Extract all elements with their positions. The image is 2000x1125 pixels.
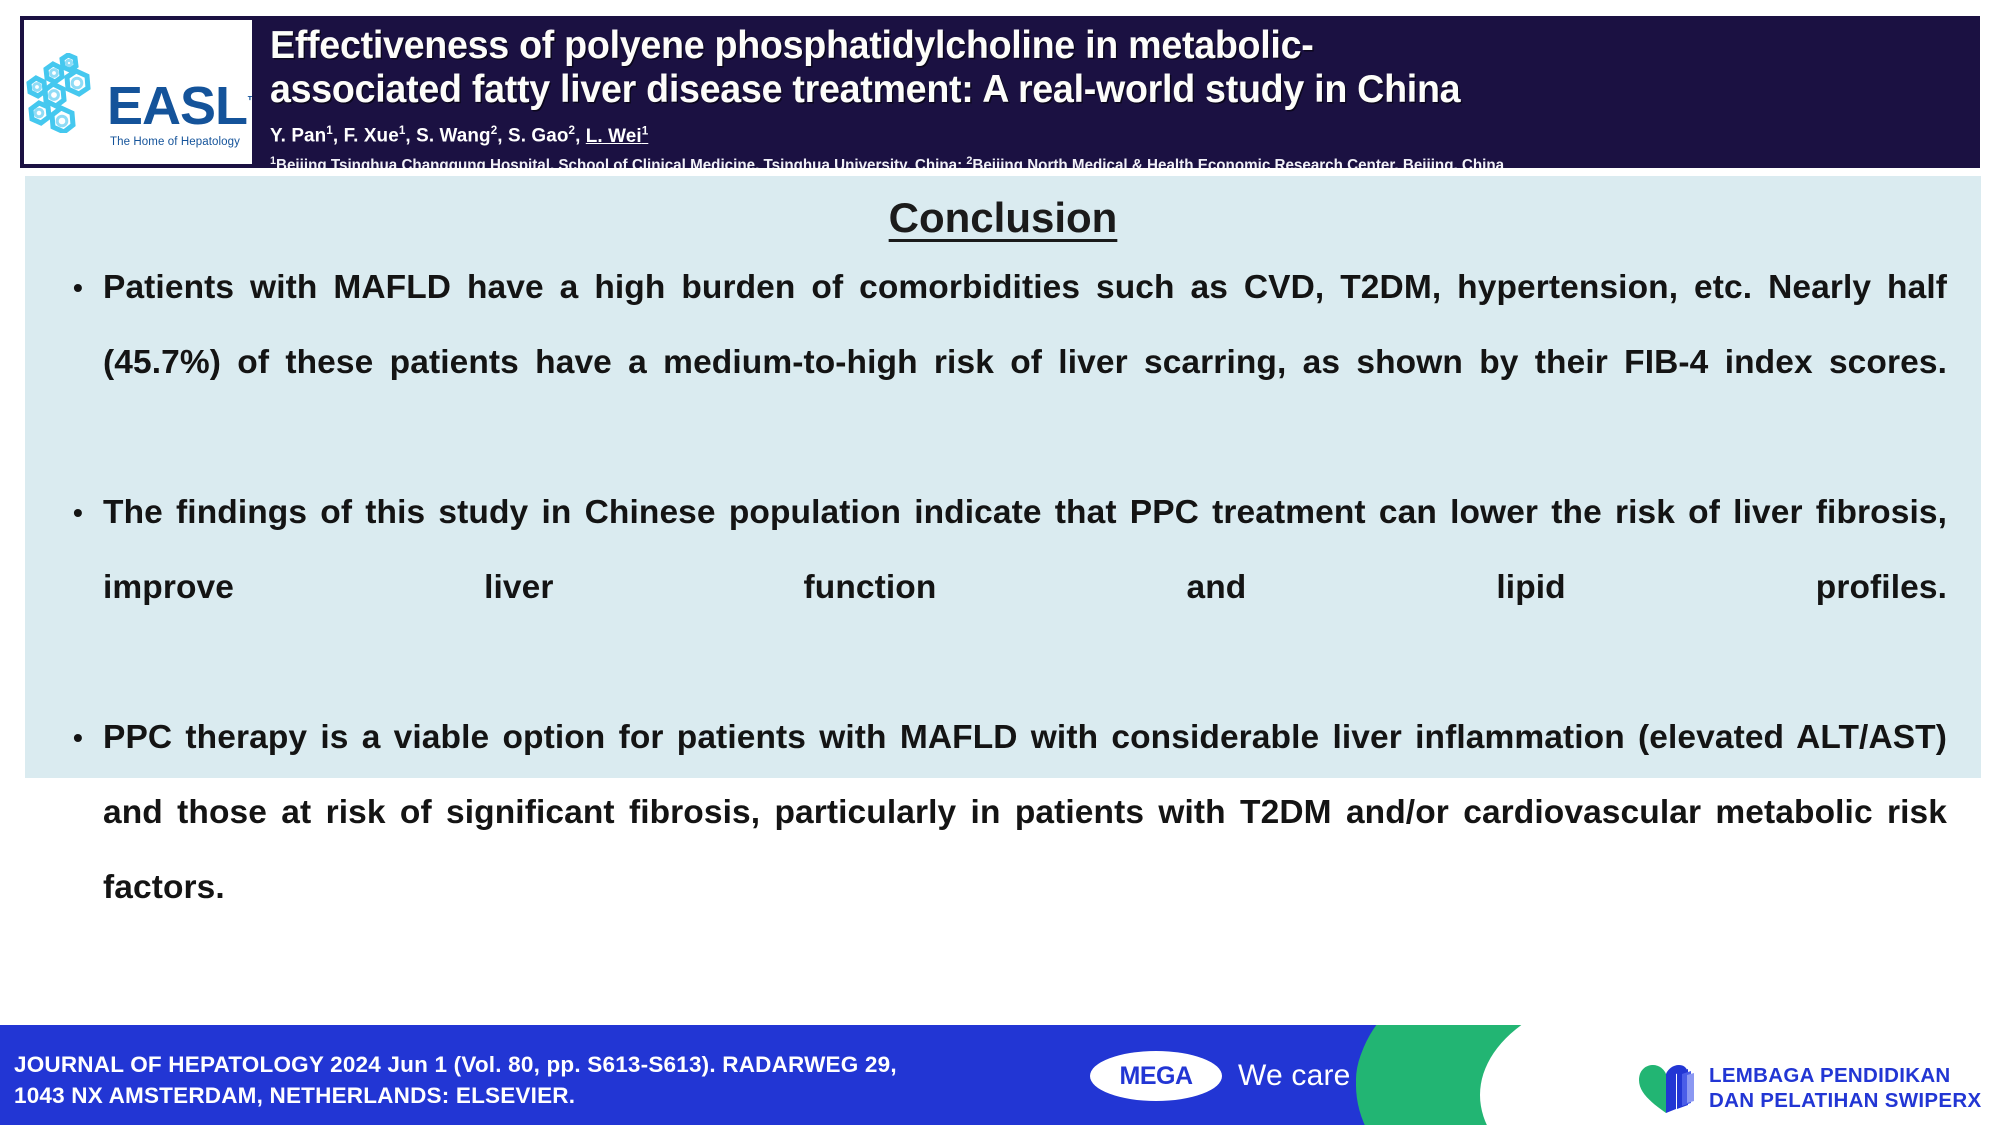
poster-footer: JOURNAL OF HEPATOLOGY 2024 Jun 1 (Vol. 8… (0, 1025, 2000, 1125)
list-item: • Patients with MAFLD have a high burden… (59, 250, 1947, 475)
mega-logo: MEGA We care (1090, 1051, 1351, 1101)
page-title: Effectiveness of polyene phosphatidylcho… (270, 24, 1461, 111)
poster-header-banner: EASL™ The Home of Hepatology Effectivene… (20, 16, 1980, 168)
section-heading: Conclusion (888, 194, 1118, 241)
author-list: Y. Pan1, F. Xue1, S. Wang2, S. Gao2, L. … (270, 123, 649, 147)
bullet-icon: • (73, 722, 83, 753)
list-item: • PPC therapy is a viable option for pat… (59, 700, 1947, 1000)
swiperx-logo: LEMBAGA PENDIDIKAN DAN PELATIHAN SWIPERX (1636, 1061, 1981, 1115)
easl-wordmark-text: EASL (106, 75, 248, 136)
journal-citation: JOURNAL OF HEPATOLOGY 2024 Jun 1 (Vol. 8… (14, 1052, 897, 1108)
mega-wordmark: MEGA (1119, 1061, 1194, 1090)
bullet-icon: • (73, 497, 83, 528)
bullet-icon: • (73, 272, 83, 303)
list-item-text: The findings of this study in Chinese po… (103, 494, 1947, 606)
affiliation-list: 1Beijing Tsinghua Changgung Hospital, Sc… (270, 154, 1505, 169)
easl-wordmark: EASL™ (107, 79, 252, 133)
heart-book-icon (1639, 1065, 1694, 1113)
swiperx-wordmark: LEMBAGA PENDIDIKAN DAN PELATIHAN SWIPERX (1709, 1064, 1982, 1112)
list-item-text: Patients with MAFLD have a high burden o… (103, 269, 1947, 381)
easl-tagline: The Home of Hepatology (109, 135, 241, 148)
hepatocyte-cells-icon (26, 52, 91, 133)
conclusion-panel: Conclusion • Patients with MAFLD have a … (25, 176, 1981, 906)
mega-pill-icon: MEGA (1090, 1051, 1222, 1101)
header-text-block: Effectiveness of polyene phosphatidylcho… (252, 16, 1980, 168)
conclusion-bullet-list: • Patients with MAFLD have a high burden… (59, 250, 1947, 1000)
white-sweep-decoration (1480, 1025, 2000, 1125)
mega-slogan: We care (1238, 1059, 1351, 1092)
easl-logo-main: EASL™ (24, 37, 252, 133)
list-item-text: PPC therapy is a viable option for patie… (103, 719, 1947, 906)
trademark-icon: ™ (247, 93, 252, 108)
list-item: • The findings of this study in Chinese … (59, 475, 1947, 700)
easl-logo: EASL™ The Home of Hepatology (24, 20, 252, 164)
